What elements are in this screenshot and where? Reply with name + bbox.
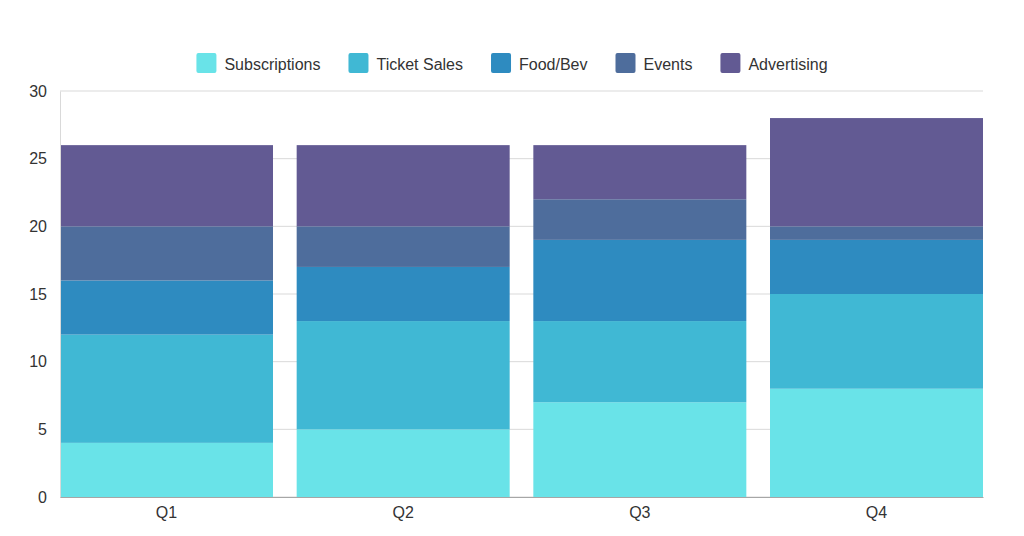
tick: Q4 [866,497,887,521]
tick-label: 25 [29,150,47,167]
bar-segment [297,145,510,226]
x-axis: Q1 Q2 Q3 Q4 [61,497,984,521]
tick-label: Q1 [156,504,177,521]
legend-label: Food/Bev [519,56,587,73]
tick: 30 [29,83,60,100]
legend: Subscriptions Ticket Sales Food/Bev Events A… [196,53,827,73]
tick-label: Q2 [392,504,413,521]
legend-label: Events [644,56,693,73]
legend-swatch [491,53,511,73]
tick-label: 15 [29,286,47,303]
tick-label: 5 [38,421,47,438]
legend-item: Subscriptions [196,53,320,73]
legend-swatch [616,53,636,73]
tick: 15 [29,286,60,303]
bar-segment [770,118,983,226]
tick: Q1 [156,497,177,521]
bar-segment [297,321,510,429]
legend-item: Ticket Sales [348,53,463,73]
legend-swatch [196,53,216,73]
bar-segment [60,145,273,226]
bar-segment [770,294,983,389]
tick-label: 20 [29,218,47,235]
bar-segment [770,389,983,497]
grid [60,91,983,497]
grid-line [60,91,983,92]
tick-label: Q4 [866,504,887,521]
legend-item: Food/Bev [491,53,587,73]
legend-item: Advertising [720,53,827,73]
legend-swatch [720,53,740,73]
tick: 5 [38,421,60,438]
legend-label: Ticket Sales [376,56,463,73]
bars [60,118,983,497]
tick: 25 [29,150,60,167]
bar-segment [770,240,983,294]
y-axis: 0 5 10 15 20 25 30 [29,83,60,506]
bar-segment [533,321,746,402]
legend-label: Subscriptions [224,56,320,73]
tick: 0 [38,489,60,506]
tick: Q2 [392,497,413,521]
chart: 0 5 10 15 20 25 30 Q1 Q2 Q3 Q4 Subscriptions Ticket … [0,0,1024,536]
bar-segment [297,267,510,321]
legend-item: Events [616,53,693,73]
tick: Q3 [629,497,650,521]
bar-segment [533,402,746,497]
tick-label: 30 [29,83,47,100]
bar-segment [533,145,746,199]
bar-segment [533,199,746,240]
bar-segment [297,429,510,497]
bar-segment [297,226,510,267]
tick-label: 0 [38,489,47,506]
axis-line [61,497,984,498]
bar-segment [60,335,273,443]
series [60,118,983,226]
tick-label: Q3 [629,504,650,521]
bar-segment [60,280,273,334]
legend-label: Advertising [748,56,827,73]
tick-label: 10 [29,353,47,370]
bar-segment [533,240,746,321]
tick: 20 [29,218,60,235]
axis-line [60,92,61,498]
bar-segment [60,226,273,280]
legend-swatch [348,53,368,73]
bar-segment [60,443,273,497]
tick: 10 [29,353,60,370]
bar-segment [770,226,983,240]
